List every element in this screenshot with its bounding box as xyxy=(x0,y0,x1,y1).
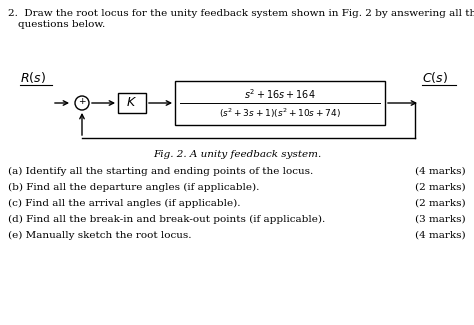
Text: Fig. 2. A unity feedback system.: Fig. 2. A unity feedback system. xyxy=(153,150,321,159)
Text: $s^2 + 16s + 164$: $s^2 + 16s + 164$ xyxy=(244,87,316,101)
Text: (4 marks): (4 marks) xyxy=(415,167,466,176)
FancyBboxPatch shape xyxy=(118,93,146,113)
Text: $(s^2 + 3s + 1)(s^2 + 10s + 74)$: $(s^2 + 3s + 1)(s^2 + 10s + 74)$ xyxy=(219,106,341,120)
Text: $R(s)$: $R(s)$ xyxy=(20,70,46,85)
Text: $K$: $K$ xyxy=(127,97,137,110)
Text: questions below.: questions below. xyxy=(18,20,105,29)
Text: 2.  Draw the root locus for the unity feedback system shown in Fig. 2 by answeri: 2. Draw the root locus for the unity fee… xyxy=(8,9,474,18)
Text: (c) Find all the arrival angles (if applicable).: (c) Find all the arrival angles (if appl… xyxy=(8,199,240,208)
Text: $C(s)$: $C(s)$ xyxy=(422,70,448,85)
Text: (e) Manually sketch the root locus.: (e) Manually sketch the root locus. xyxy=(8,231,191,240)
Text: (4 marks): (4 marks) xyxy=(415,231,466,240)
FancyBboxPatch shape xyxy=(175,81,385,125)
Text: +: + xyxy=(78,98,86,107)
Text: (2 marks): (2 marks) xyxy=(415,183,466,192)
Text: (b) Find all the departure angles (if applicable).: (b) Find all the departure angles (if ap… xyxy=(8,183,259,192)
Text: (d) Find all the break-in and break-out points (if applicable).: (d) Find all the break-in and break-out … xyxy=(8,215,325,224)
Text: (3 marks): (3 marks) xyxy=(415,215,466,224)
Text: (2 marks): (2 marks) xyxy=(415,199,466,208)
Text: (a) Identify all the starting and ending points of the locus.: (a) Identify all the starting and ending… xyxy=(8,167,313,176)
